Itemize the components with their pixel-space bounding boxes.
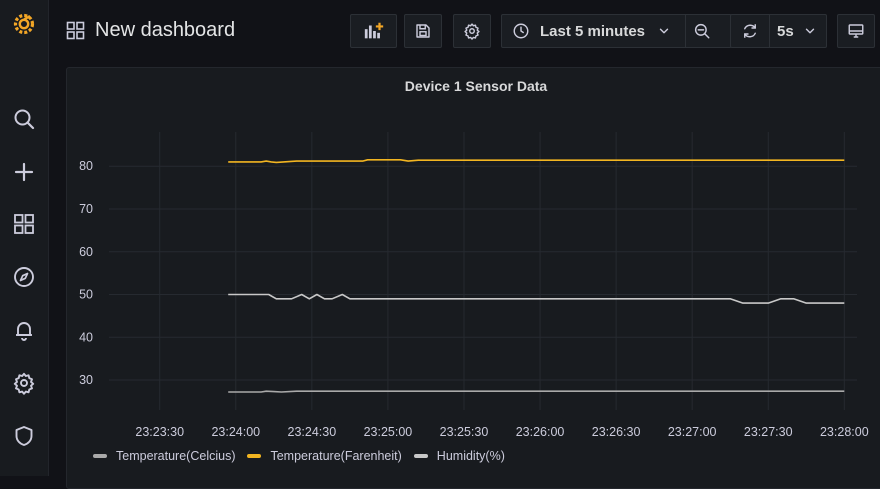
legend-label: Humidity(%) (436, 449, 505, 463)
x-tick-label: 23:26:00 (516, 425, 565, 439)
x-tick-label: 23:25:00 (364, 425, 413, 439)
legend-swatch (93, 454, 107, 458)
panel-title[interactable]: Device 1 Sensor Data (404, 78, 548, 94)
save-dashboard-button[interactable] (404, 14, 442, 48)
time-range-picker[interactable]: Last 5 minutes (501, 14, 732, 48)
legend-label: Temperature(Celcius) (116, 449, 236, 463)
series-line-0 (228, 390, 845, 393)
y-tick-label: 60 (79, 245, 93, 259)
x-tick-label: 23:24:00 (211, 425, 260, 439)
top-bar: New dashboard Last 5 minutes (49, 0, 880, 64)
monitor-icon (848, 24, 864, 38)
x-tick-label: 23:27:30 (744, 425, 793, 439)
dashboard-settings-button[interactable] (453, 14, 491, 48)
gear-icon (464, 23, 480, 40)
chart-legend: Temperature(Celcius) Temperature(Farenhei… (93, 449, 517, 463)
y-tick-label: 50 (79, 288, 93, 302)
y-tick-label: 30 (79, 373, 93, 387)
search-icon[interactable] (0, 103, 48, 135)
x-tick-label: 23:26:30 (592, 425, 641, 439)
bell-icon[interactable] (0, 314, 48, 346)
add-panel-icon (364, 22, 383, 39)
chevron-down-icon (805, 28, 814, 34)
x-tick-label: 23:28:00 (820, 425, 869, 439)
add-panel-button[interactable] (350, 14, 397, 48)
chevron-down-icon (659, 28, 669, 34)
legend-item[interactable]: Temperature(Celcius) (93, 449, 235, 463)
dashboard-grid-icon[interactable] (66, 21, 86, 41)
legend-item[interactable]: Humidity(%) (413, 449, 505, 463)
refresh-interval-label: 5s (777, 22, 794, 40)
refresh-icon[interactable] (741, 22, 759, 40)
x-tick-label: 23:23:30 (135, 425, 184, 439)
y-tick-label: 70 (79, 202, 93, 216)
zoom-out-icon[interactable] (693, 22, 711, 40)
time-range-label: Last 5 minutes (540, 22, 646, 40)
x-tick-label: 23:27:00 (668, 425, 717, 439)
x-tick-label: 23:25:30 (440, 425, 489, 439)
legend-swatch (413, 454, 428, 458)
dashboard-title[interactable]: New dashboard (95, 19, 236, 41)
legend-item[interactable]: Temperature(Farenheit) (247, 449, 402, 463)
y-tick-label: 80 (79, 159, 93, 173)
clock-icon (513, 23, 529, 39)
sidebar (0, 0, 49, 476)
line-chart: 30 40 50 60 70 80 23:23:30 23:24:00 23:24:30 23:2… (79, 132, 869, 439)
grid-icon[interactable] (0, 208, 48, 240)
tv-mode-button[interactable] (837, 14, 875, 48)
graph-panel[interactable]: Device 1 Sensor Data 30 40 50 60 70 80 23:23:3… (66, 67, 880, 489)
gear-icon[interactable] (0, 367, 48, 399)
legend-swatch (247, 454, 262, 458)
grafana-logo-icon[interactable] (0, 8, 48, 40)
series-line-2 (228, 293, 845, 304)
plus-icon[interactable] (0, 156, 48, 188)
save-icon (416, 24, 430, 38)
compass-icon[interactable] (0, 261, 48, 293)
series-line-1 (228, 159, 845, 164)
shield-icon[interactable] (0, 420, 48, 452)
legend-label: Temperature(Farenheit) (270, 449, 402, 463)
refresh-picker[interactable]: 5s (730, 14, 827, 48)
x-tick-label: 23:24:30 (288, 425, 337, 439)
y-tick-label: 40 (79, 330, 93, 344)
